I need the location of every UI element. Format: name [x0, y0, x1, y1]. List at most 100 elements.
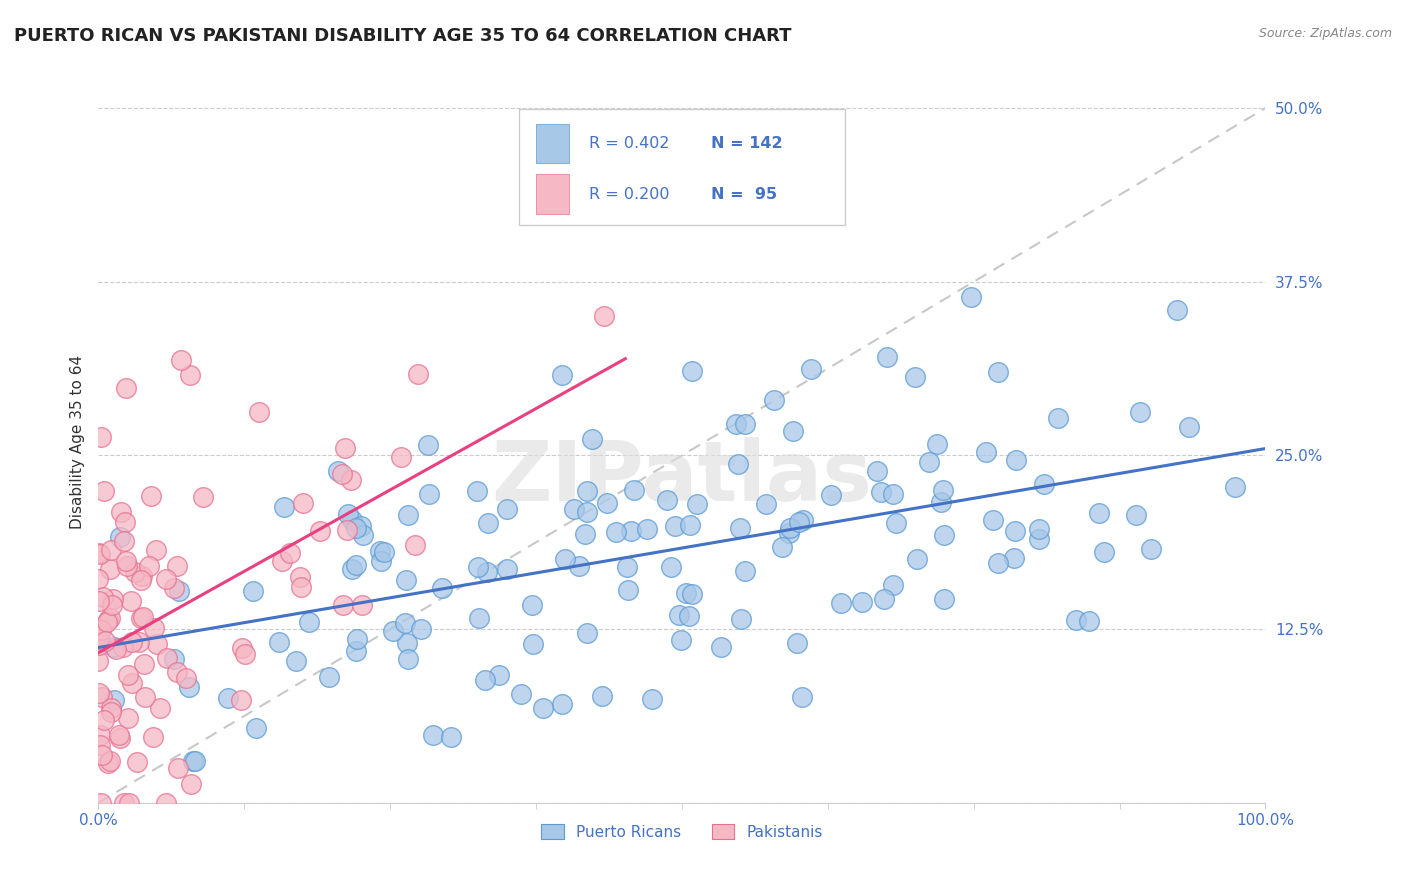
- Point: [636, 523, 658, 537]
- FancyBboxPatch shape: [519, 109, 845, 225]
- Point: [574, 526, 596, 541]
- Point: [114, 516, 136, 530]
- Point: [155, 796, 177, 810]
- Point: [139, 489, 162, 503]
- Point: [792, 513, 814, 527]
- Point: [101, 598, 124, 612]
- Point: [416, 438, 439, 452]
- Point: [1139, 541, 1161, 556]
- Point: [89, 728, 111, 742]
- Text: R = 0.402: R = 0.402: [589, 136, 669, 152]
- Point: [581, 433, 603, 447]
- Point: [112, 796, 135, 810]
- Point: [330, 467, 353, 482]
- Point: [659, 560, 682, 574]
- Point: [233, 648, 256, 662]
- Point: [422, 728, 444, 742]
- Point: [925, 436, 948, 450]
- Point: [350, 598, 373, 612]
- Point: [98, 610, 121, 624]
- Point: [866, 464, 889, 478]
- Point: [156, 651, 179, 665]
- Point: [245, 722, 267, 736]
- Point: [830, 596, 852, 610]
- Point: [675, 586, 697, 600]
- Point: [554, 552, 576, 566]
- Point: [342, 562, 364, 576]
- Point: [1028, 522, 1050, 536]
- Point: [115, 381, 138, 395]
- Point: [730, 612, 752, 626]
- Point: [90, 430, 112, 444]
- Point: [882, 578, 904, 592]
- Point: [231, 640, 253, 655]
- Point: [166, 665, 188, 679]
- Point: [162, 582, 184, 596]
- Point: [389, 450, 412, 465]
- Point: [177, 680, 200, 694]
- Point: [124, 565, 146, 579]
- Point: [1002, 550, 1025, 565]
- Point: [97, 756, 120, 771]
- Point: [576, 505, 599, 519]
- Point: [332, 598, 354, 612]
- Point: [149, 701, 172, 715]
- Point: [134, 690, 156, 704]
- Point: [103, 640, 125, 654]
- Point: [87, 638, 110, 652]
- Point: [174, 671, 197, 685]
- Point: [93, 633, 115, 648]
- Point: [93, 713, 115, 727]
- Point: [1088, 506, 1111, 520]
- Point: [786, 636, 808, 650]
- Point: [117, 667, 139, 681]
- Point: [180, 776, 202, 790]
- Point: [568, 559, 591, 574]
- Point: [129, 610, 152, 624]
- Point: [596, 496, 619, 510]
- Point: [217, 690, 239, 705]
- Point: [344, 558, 367, 572]
- Text: R = 0.200: R = 0.200: [589, 187, 669, 202]
- Text: Source: ZipAtlas.com: Source: ZipAtlas.com: [1258, 27, 1392, 40]
- Point: [87, 632, 110, 646]
- Point: [125, 755, 148, 769]
- Point: [787, 515, 810, 529]
- Point: [905, 551, 928, 566]
- Point: [229, 693, 252, 707]
- Point: [762, 392, 785, 407]
- Point: [531, 701, 554, 715]
- Point: [551, 697, 574, 711]
- Point: [87, 654, 110, 668]
- Text: N = 142: N = 142: [711, 136, 783, 152]
- Point: [87, 572, 110, 586]
- Point: [987, 556, 1010, 570]
- Point: [728, 521, 751, 535]
- Point: [120, 594, 142, 608]
- Point: [138, 559, 160, 574]
- Point: [477, 516, 499, 530]
- Point: [782, 424, 804, 438]
- Point: [142, 730, 165, 744]
- Point: [89, 738, 111, 752]
- Point: [495, 562, 517, 576]
- Point: [288, 569, 311, 583]
- Point: [350, 519, 373, 533]
- Point: [882, 487, 904, 501]
- Point: [932, 483, 955, 498]
- Point: [326, 465, 349, 479]
- Point: [340, 473, 363, 487]
- Point: [800, 361, 823, 376]
- Point: [333, 441, 356, 455]
- Point: [142, 621, 165, 635]
- Point: [520, 598, 543, 612]
- Point: [169, 583, 191, 598]
- Point: [488, 668, 510, 682]
- Point: [100, 705, 122, 719]
- Point: [623, 483, 645, 498]
- Point: [247, 405, 270, 419]
- Point: [918, 455, 941, 469]
- Point: [110, 530, 132, 544]
- Point: [179, 368, 201, 383]
- Point: [551, 368, 574, 382]
